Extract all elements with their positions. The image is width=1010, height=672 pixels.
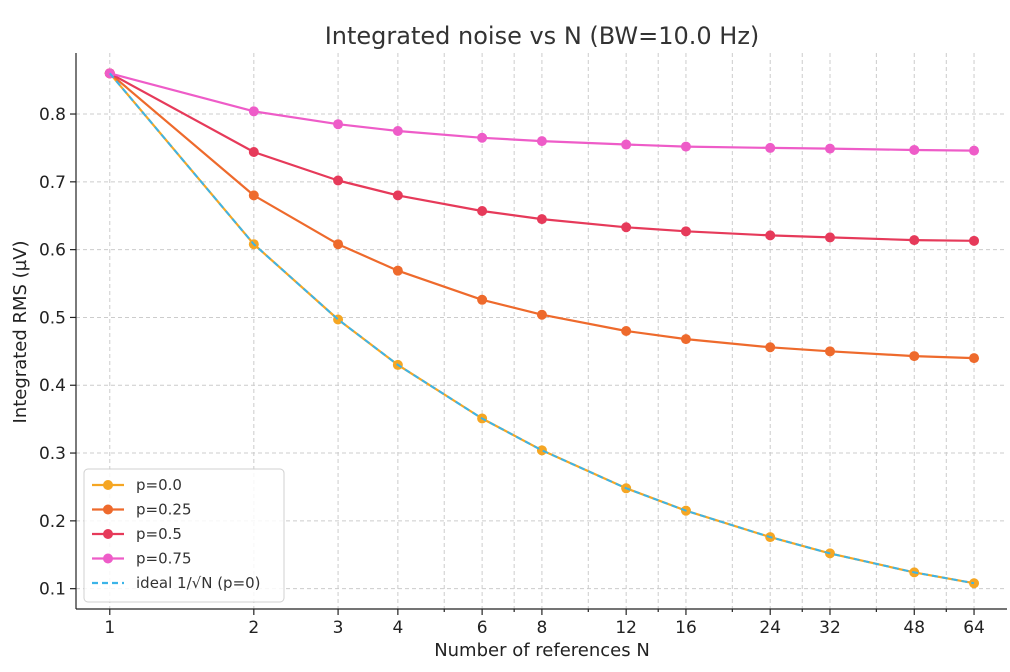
data-point xyxy=(824,143,835,154)
legend-label: p=0.0 xyxy=(136,476,182,494)
x-tick-label: 4 xyxy=(392,618,403,638)
data-point xyxy=(969,235,980,246)
data-point xyxy=(248,190,259,201)
x-tick-label: 64 xyxy=(963,618,985,638)
series-line xyxy=(109,72,975,585)
data-point xyxy=(392,125,403,136)
x-tick-label: 2 xyxy=(248,618,259,638)
y-tick-label: 0.8 xyxy=(39,105,66,125)
y-tick-label: 0.3 xyxy=(39,444,66,464)
data-point xyxy=(909,235,920,246)
y-tick-label: 0.2 xyxy=(39,512,66,532)
data-point xyxy=(333,175,344,186)
data-point xyxy=(477,132,488,143)
y-tick-label: 0.4 xyxy=(39,376,66,396)
data-point xyxy=(536,309,547,320)
x-tick-label: 3 xyxy=(333,618,344,638)
data-point xyxy=(536,136,547,147)
x-tick-label: 8 xyxy=(536,618,547,638)
legend-box xyxy=(83,468,285,603)
data-point xyxy=(765,230,776,241)
series-3 xyxy=(104,68,980,156)
data-point xyxy=(765,342,776,353)
data-point xyxy=(621,139,632,150)
x-tick-label: 48 xyxy=(903,618,925,638)
y-tick-label: 0.6 xyxy=(39,241,66,261)
legend-label: p=0.25 xyxy=(136,501,192,519)
legend-label: p=0.5 xyxy=(136,525,182,543)
series-2 xyxy=(104,68,980,246)
data-point xyxy=(248,106,259,117)
y-tick-label: 0.7 xyxy=(39,173,66,193)
data-point xyxy=(333,119,344,130)
series-1 xyxy=(104,68,980,364)
data-point xyxy=(969,353,980,364)
x-tick-label: 6 xyxy=(477,618,488,638)
legend: p=0.0 p=0.25 p=0.5 p=0.75 ideal 1/√N (p=0) xyxy=(83,468,285,603)
data-point xyxy=(824,346,835,357)
x-tick-label: 16 xyxy=(675,618,697,638)
x-tick-label: 24 xyxy=(759,618,781,638)
legend-label: ideal 1/√N (p=0) xyxy=(136,574,261,592)
data-point xyxy=(765,142,776,153)
data-point xyxy=(680,226,691,237)
x-tick-label: 32 xyxy=(819,618,841,638)
data-point xyxy=(392,190,403,201)
data-point xyxy=(969,145,980,156)
legend-label: p=0.75 xyxy=(136,550,192,568)
series-layer xyxy=(104,68,980,589)
data-point xyxy=(824,232,835,243)
series-line xyxy=(109,72,975,242)
axes-layer: 1 2 3 4 6 8 12 16 24 32 48 640.10.20.30.40.50.60.70… xyxy=(39,53,1007,638)
y-tick-label: 0.5 xyxy=(39,308,66,328)
data-point xyxy=(969,578,980,589)
data-point xyxy=(680,141,691,152)
data-point xyxy=(621,222,632,233)
data-point xyxy=(248,146,259,157)
data-point xyxy=(680,334,691,345)
legend-swatch-marker xyxy=(103,480,113,490)
y-tick-label: 0.1 xyxy=(39,580,66,600)
data-point xyxy=(536,445,547,456)
legend-swatch-marker xyxy=(103,553,113,564)
data-point xyxy=(621,326,632,336)
x-axis-label: Number of references N xyxy=(434,640,650,661)
data-point xyxy=(392,265,403,276)
chart-title: Integrated noise vs N (BW=10.0 Hz) xyxy=(325,22,760,50)
series-4 xyxy=(109,72,975,585)
legend-swatch-marker xyxy=(103,529,113,539)
data-point xyxy=(333,239,344,250)
series-line xyxy=(109,72,975,152)
legend-swatch-marker xyxy=(103,504,113,515)
series-line xyxy=(109,72,975,360)
data-point xyxy=(909,351,920,362)
data-point xyxy=(477,205,488,216)
data-point xyxy=(477,294,488,305)
x-tick-label: 1 xyxy=(104,618,115,638)
x-tick-label: 12 xyxy=(615,618,637,638)
data-point xyxy=(909,144,920,155)
y-axis-label: Integrated RMS (µV) xyxy=(10,241,31,424)
data-point xyxy=(536,214,547,225)
